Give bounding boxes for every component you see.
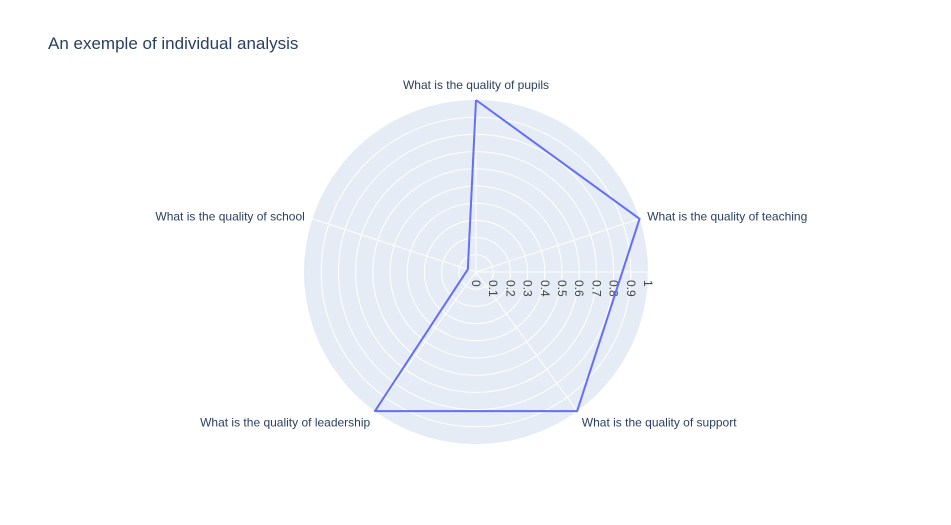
category-label: What is the quality of teaching [647, 209, 807, 223]
category-label: What is the quality of support [582, 415, 737, 429]
grid-spoke [374, 271, 477, 412]
grid-spokes [312, 100, 640, 412]
radial-tick-label: 1 [641, 280, 655, 287]
radial-axis: 0 0.1 0.2 0.3 0.4 0.5 0.6 0.7 0.8 0.9 1 [469, 271, 655, 297]
grid-spoke [475, 271, 578, 412]
grid-spoke [312, 218, 477, 273]
series-layer [373, 99, 641, 413]
category-labels: What is the quality of pupils What is the… [155, 78, 807, 429]
radial-tick-label: 0.4 [538, 280, 552, 297]
category-label: What is the quality of pupils [403, 78, 549, 92]
radial-tick-label: 0.1 [486, 280, 500, 297]
radial-tick-label: 0 [469, 280, 483, 287]
radial-tick-label: 0.5 [555, 280, 569, 297]
category-label: What is the quality of school [155, 209, 304, 223]
radial-tick-label: 0.2 [503, 280, 517, 297]
radial-tick-label: 0.6 [572, 280, 586, 297]
radial-tick-label: 0.9 [624, 280, 638, 297]
series-line [373, 99, 641, 413]
grid-spoke [475, 218, 640, 273]
radial-tick-label: 0.8 [607, 280, 621, 297]
category-label: What is the quality of leadership [200, 415, 370, 429]
radial-tick-label: 0.3 [521, 280, 535, 297]
chart-title: An exemple of individual analysis [48, 34, 299, 53]
radial-tick-label: 0.7 [589, 280, 603, 297]
